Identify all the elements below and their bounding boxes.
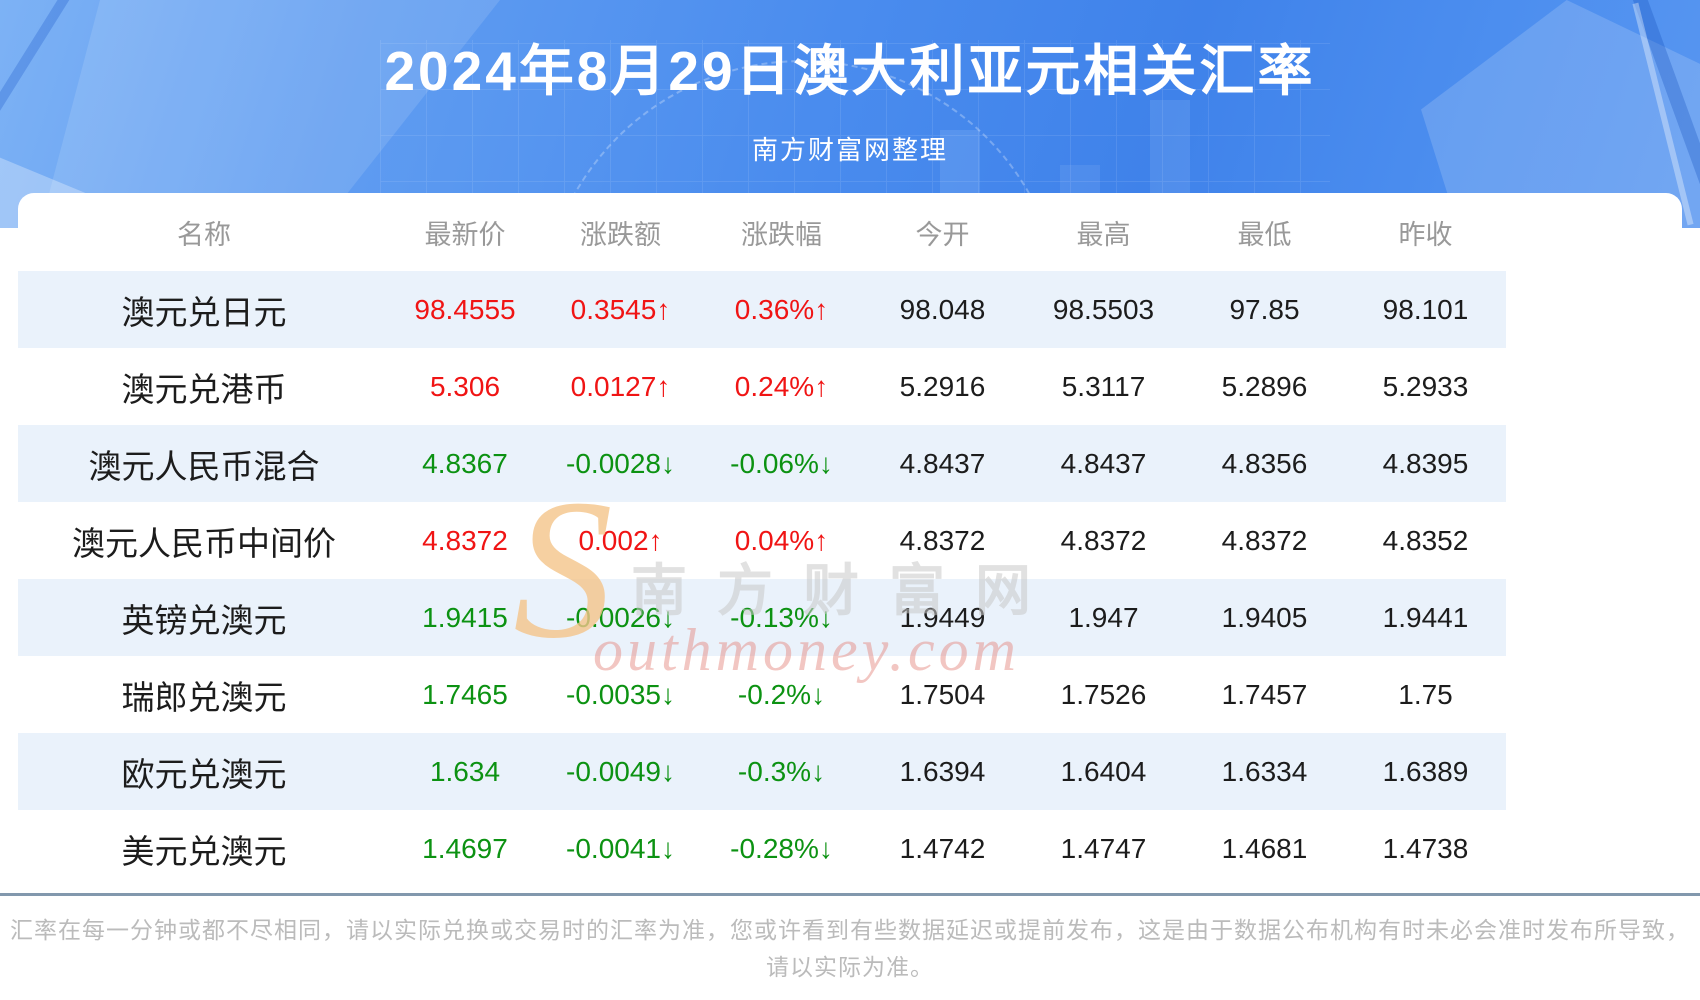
footer-note-line2: 请以实际为准。 — [766, 954, 934, 980]
page-title: 2024年8月29日澳大利亚元相关汇率 — [384, 40, 1316, 102]
cell-prev_close: 1.9441 — [1382, 601, 1469, 633]
cell-open: 1.7504 — [899, 678, 986, 710]
column-header: 昨收 — [1398, 219, 1453, 250]
cell-change: 0.002↑ — [578, 524, 663, 556]
cell-low: 1.6334 — [1221, 755, 1308, 787]
footer-divider — [0, 893, 1700, 896]
cell-high: 1.7526 — [1060, 678, 1147, 710]
cell-name: 英镑兑澳元 — [121, 601, 287, 639]
cell-name: 瑞郎兑澳元 — [121, 678, 287, 716]
cell-prev_close: 1.6389 — [1382, 755, 1469, 787]
cell-change: -0.0041↓ — [566, 832, 675, 864]
table-header-row: 名称 最新价 涨跌额 涨跌幅 今开 最高 最低 昨收 — [18, 193, 1506, 271]
cell-high: 1.6404 — [1060, 755, 1147, 787]
table-row: 美元兑澳元 1.4697 -0.0041↓ -0.28%↓ 1.4742 1.4747 1.… — [18, 810, 1506, 887]
cell-change_pct: -0.2%↓ — [737, 678, 826, 710]
cell-high: 98.5503 — [1052, 293, 1155, 325]
table-header: 名称 最新价 涨跌额 涨跌幅 今开 最高 最低 昨收 — [18, 193, 1506, 271]
cell-low: 97.85 — [1229, 293, 1300, 325]
column-header: 今开 — [915, 219, 970, 250]
cell-high: 1.4747 — [1060, 832, 1147, 864]
cell-last: 98.4555 — [414, 293, 516, 325]
cell-last: 1.7465 — [422, 678, 508, 710]
cell-change: -0.0049↓ — [566, 755, 675, 787]
cell-change: 0.3545↑ — [570, 293, 671, 325]
cell-low: 5.2896 — [1221, 370, 1308, 402]
cell-open: 5.2916 — [899, 370, 986, 402]
cell-open: 4.8437 — [899, 447, 986, 479]
table-row: 澳元人民币中间价 4.8372 0.002↑ 0.04%↑ 4.8372 4.8372 4.… — [18, 502, 1506, 579]
footer-note: 汇率在每一分钟或都不尽相同，请以实际兑换或交易时的汇率为准，您或许看到有些数据延… — [0, 896, 1700, 986]
table-row: 英镑兑澳元 1.9415 -0.0026↓ -0.13%↓ 1.9449 1.947 1.9… — [18, 579, 1506, 656]
cell-open: 1.9449 — [899, 601, 986, 633]
table-row: 澳元兑港币 5.306 0.0127↑ 0.24%↑ 5.2916 5.3117 5.289… — [18, 348, 1506, 425]
cell-low: 1.7457 — [1221, 678, 1308, 710]
cell-change_pct: 0.04%↑ — [734, 524, 829, 556]
rates-card: 名称 最新价 涨跌额 涨跌幅 今开 最高 最低 昨收 澳元兑日元 98.4555 0.3545↑ 0… — [18, 193, 1682, 887]
cell-prev_close: 1.4738 — [1382, 832, 1469, 864]
cell-low: 1.4681 — [1221, 832, 1308, 864]
cell-low: 1.9405 — [1221, 601, 1308, 633]
column-header: 涨跌额 — [580, 219, 661, 250]
footer-note-line1: 汇率在每一分钟或都不尽相同，请以实际兑换或交易时的汇率为准，您或许看到有些数据延… — [10, 917, 1690, 943]
cell-last: 5.306 — [429, 370, 501, 402]
cell-change_pct: -0.3%↓ — [737, 755, 826, 787]
column-header: 最低 — [1237, 219, 1292, 250]
column-header: 最新价 — [424, 219, 506, 250]
cell-high: 4.8372 — [1060, 524, 1147, 556]
cell-prev_close: 98.101 — [1382, 293, 1469, 325]
rates-table: 名称 最新价 涨跌额 涨跌幅 今开 最高 最低 昨收 澳元兑日元 98.4555 0.3545↑ 0… — [18, 193, 1506, 887]
cell-change_pct: 0.36%↑ — [734, 293, 829, 325]
cell-open: 1.4742 — [899, 832, 986, 864]
cell-low: 4.8372 — [1221, 524, 1308, 556]
cell-prev_close: 5.2933 — [1382, 370, 1469, 402]
cell-name: 澳元兑港币 — [121, 370, 287, 408]
cell-high: 4.8437 — [1060, 447, 1147, 479]
cell-change_pct: 0.24%↑ — [734, 370, 829, 402]
cell-last: 4.8372 — [422, 524, 508, 556]
table-row: 欧元兑澳元 1.634 -0.0049↓ -0.3%↓ 1.6394 1.6404 1.63… — [18, 733, 1506, 810]
cell-last: 1.634 — [429, 755, 501, 787]
cell-prev_close: 1.75 — [1398, 678, 1453, 710]
cell-change: -0.0035↓ — [566, 678, 675, 710]
cell-change: -0.0028↓ — [566, 447, 675, 479]
table-row: 瑞郎兑澳元 1.7465 -0.0035↓ -0.2%↓ 1.7504 1.7526 1.7… — [18, 656, 1506, 733]
cell-low: 4.8356 — [1221, 447, 1308, 479]
cell-name: 澳元人民币混合 — [88, 447, 320, 485]
cell-high: 5.3117 — [1061, 370, 1146, 402]
cell-prev_close: 4.8395 — [1382, 447, 1469, 479]
cell-open: 1.6394 — [899, 755, 986, 787]
column-header: 名称 — [177, 219, 231, 250]
cell-open: 4.8372 — [899, 524, 986, 556]
page-subtitle: 南方财富网整理 — [751, 135, 948, 165]
table-body: 澳元兑日元 98.4555 0.3545↑ 0.36%↑ 98.048 98.5503 97… — [18, 271, 1506, 887]
cell-name: 澳元人民币中间价 — [72, 524, 336, 562]
cell-change_pct: -0.06%↓ — [730, 447, 833, 479]
table-row: 澳元人民币混合 4.8367 -0.0028↓ -0.06%↓ 4.8437 4.8437… — [18, 425, 1506, 502]
cell-last: 1.4697 — [422, 832, 508, 864]
cell-name: 欧元兑澳元 — [121, 755, 287, 793]
cell-change_pct: -0.28%↓ — [730, 832, 833, 864]
column-header: 最高 — [1076, 219, 1131, 250]
cell-open: 98.048 — [899, 293, 986, 325]
table-row: 澳元兑日元 98.4555 0.3545↑ 0.36%↑ 98.048 98.5503 97… — [18, 271, 1506, 348]
cell-change_pct: -0.13%↓ — [730, 601, 833, 633]
cell-prev_close: 4.8352 — [1382, 524, 1469, 556]
column-header: 涨跌幅 — [741, 219, 822, 250]
cell-change: 0.0127↑ — [570, 370, 671, 402]
cell-last: 4.8367 — [422, 447, 508, 479]
cell-high: 1.947 — [1068, 601, 1139, 633]
cell-last: 1.9415 — [422, 601, 508, 633]
cell-change: -0.0026↓ — [566, 601, 675, 633]
cell-name: 美元兑澳元 — [121, 832, 287, 870]
cell-name: 澳元兑日元 — [121, 293, 287, 331]
